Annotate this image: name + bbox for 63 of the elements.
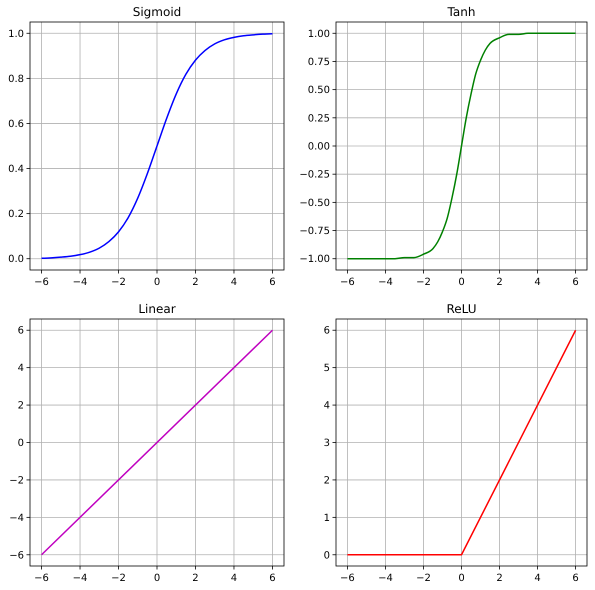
x-tick-label: −4: [72, 573, 88, 584]
y-tick-label: 0.50: [308, 85, 330, 96]
y-tick-label: −4: [9, 512, 24, 524]
y-tick-label: 4: [324, 400, 330, 412]
x-tick-label: −2: [416, 573, 431, 584]
x-tick-label: −4: [378, 573, 393, 584]
chart-title: Linear: [138, 302, 176, 316]
y-tick-label: 0.4: [8, 164, 24, 176]
x-tick-label: 0: [458, 573, 465, 584]
y-tick-label: 1: [324, 512, 330, 524]
x-tick-label: 0: [154, 573, 160, 584]
y-tick-label: 0.2: [8, 209, 24, 220]
y-tick-label: −1.00: [299, 254, 330, 266]
line-series: [346, 32, 576, 260]
x-tick-label: 2: [496, 573, 503, 584]
x-tick-label: 6: [269, 573, 276, 584]
chart-title: Sigmoid: [132, 5, 182, 19]
y-tick-label: 2: [18, 400, 24, 412]
x-tick-label: −2: [416, 277, 431, 288]
y-tick-label: 0.75: [308, 56, 330, 68]
y-tick-label: 1.00: [308, 28, 330, 40]
x-tick-label: −4: [72, 277, 88, 288]
x-tick-label: −2: [111, 573, 126, 584]
y-tick-label: −6: [9, 550, 24, 562]
x-tick-label: −6: [340, 573, 355, 584]
y-tick-label: 0: [324, 550, 330, 562]
x-tick-label: 0: [154, 277, 160, 288]
y-tick-label: 3: [324, 438, 330, 449]
y-tick-label: −0.75: [299, 226, 330, 238]
x-tick-label: 0: [458, 277, 465, 288]
y-tick-label: 6: [324, 326, 330, 337]
x-tick-label: −4: [378, 277, 393, 288]
x-tick-label: −6: [34, 277, 49, 288]
line-series: [40, 32, 274, 260]
x-tick-label: 6: [269, 277, 276, 288]
y-tick-label: 4: [18, 363, 24, 374]
y-tick-label: 0.25: [308, 113, 330, 124]
y-tick-label: 1.0: [8, 28, 24, 40]
chart-title: Tanh: [446, 5, 476, 19]
y-tick-label: 6: [18, 326, 24, 337]
chart-title: ReLU: [446, 302, 477, 316]
x-tick-label: 2: [496, 277, 503, 288]
x-tick-label: 2: [192, 277, 199, 288]
y-tick-label: −2: [9, 475, 24, 486]
y-tick-label: 2: [324, 475, 330, 486]
y-tick-label: 0.00: [308, 142, 330, 152]
y-tick-label: −0.50: [299, 198, 330, 209]
y-tick-label: 5: [324, 363, 330, 374]
y-tick-label: 0.0: [8, 254, 24, 266]
x-tick-label: −6: [340, 277, 355, 288]
y-tick-label: −0.25: [299, 170, 330, 181]
x-tick-label: 4: [230, 573, 238, 584]
x-tick-label: 4: [230, 277, 238, 288]
y-tick-label: 0.8: [8, 74, 24, 85]
y-tick-label: 0: [18, 438, 24, 449]
x-tick-label: 6: [572, 573, 579, 584]
x-tick-label: 2: [192, 573, 199, 584]
y-tick-label: 0.6: [8, 118, 24, 130]
x-tick-label: −6: [34, 573, 49, 584]
x-tick-label: 4: [534, 573, 541, 584]
x-tick-label: 4: [534, 277, 541, 288]
x-tick-label: 6: [572, 277, 579, 288]
x-tick-label: −2: [111, 277, 126, 288]
